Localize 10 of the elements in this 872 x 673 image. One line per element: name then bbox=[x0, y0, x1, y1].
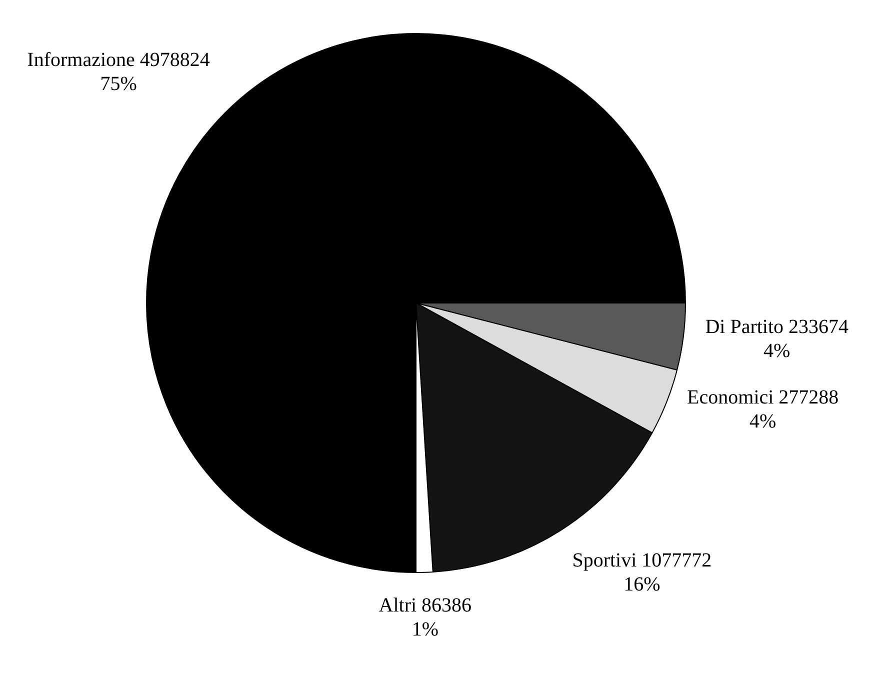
slice-label: Altri 86386 bbox=[378, 594, 472, 617]
slice-label: Di Partito 233674 bbox=[705, 316, 849, 338]
data-label: 75% bbox=[100, 73, 137, 96]
data-label: 4% bbox=[750, 410, 776, 433]
slice-label: Economici 277288 bbox=[687, 386, 839, 409]
data-label: 4% bbox=[764, 340, 790, 362]
data-label: 1% bbox=[412, 618, 438, 641]
slice-label: Informazione 4978824 bbox=[27, 49, 210, 72]
data-label: 16% bbox=[624, 573, 660, 596]
slice-label: Sportivi 1077772 bbox=[572, 549, 712, 572]
